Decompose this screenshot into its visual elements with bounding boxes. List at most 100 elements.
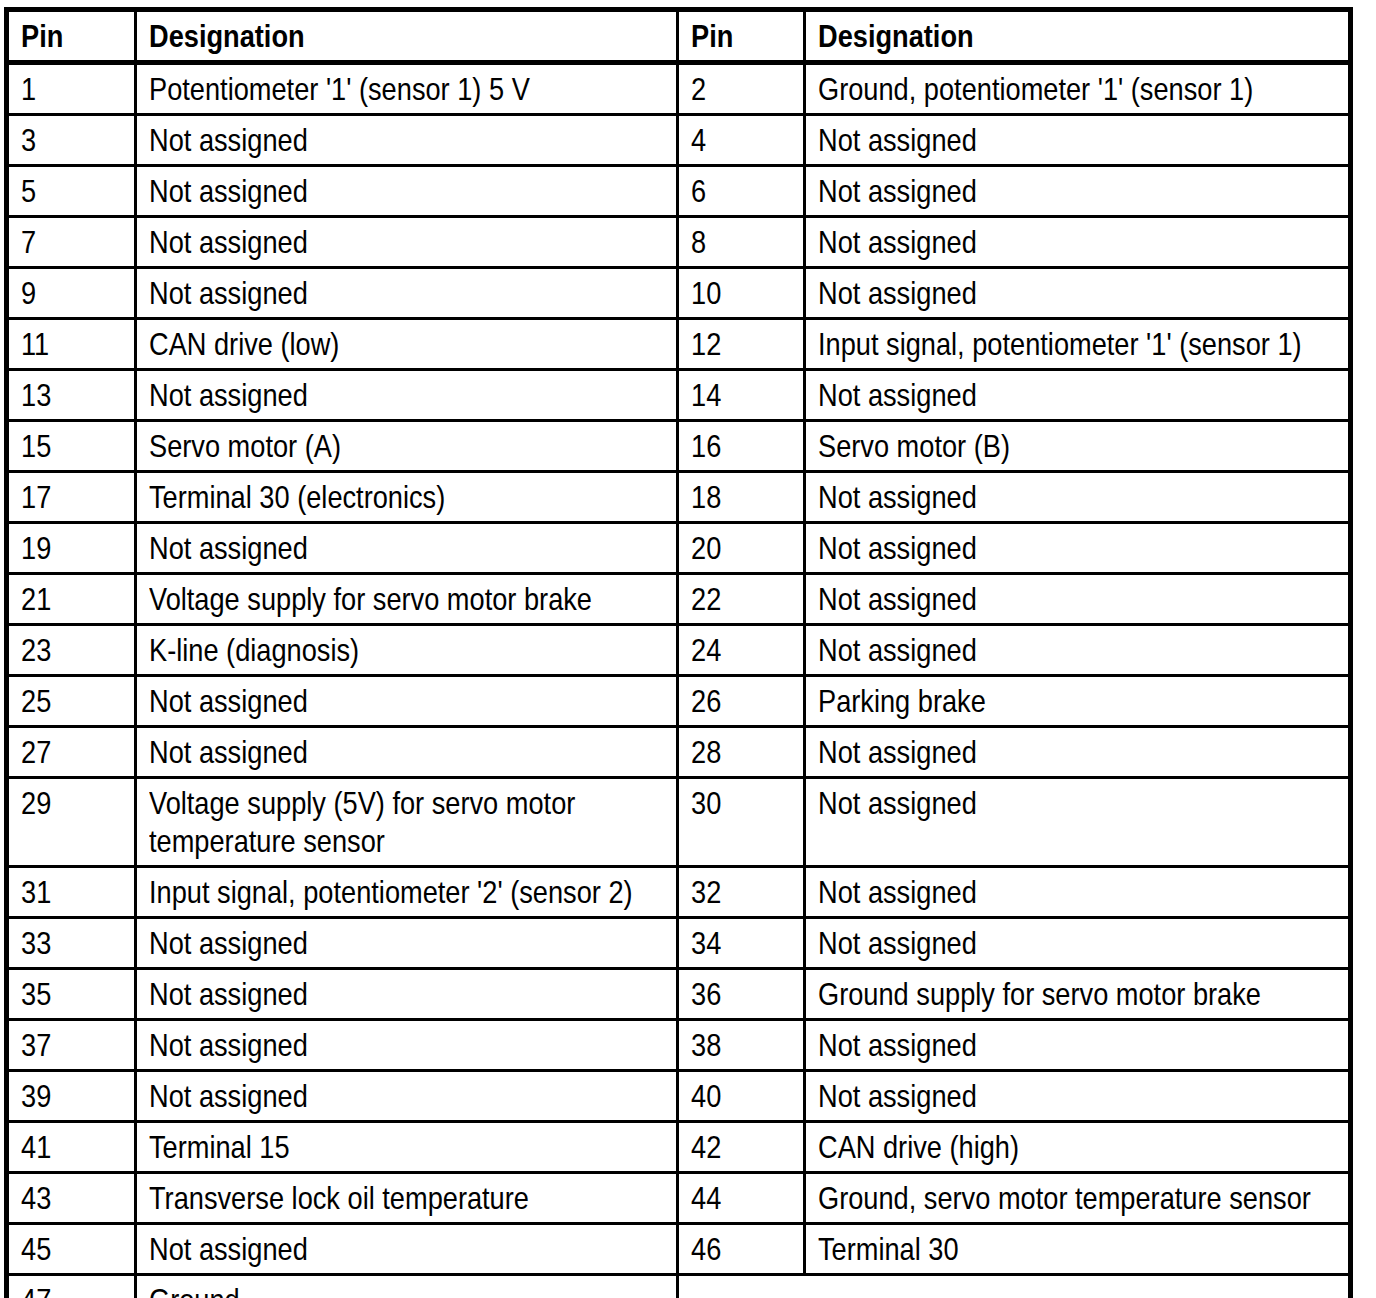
pin-cell: 24 <box>678 625 805 676</box>
cell-text: Terminal 15 <box>149 1128 664 1166</box>
table-row: 47Ground <box>7 1275 1351 1298</box>
cell-text: 7 <box>21 223 122 261</box>
header-label: Designation <box>149 17 664 55</box>
cell-text: Voltage supply for servo motor brake <box>149 580 664 618</box>
empty-merged-cell <box>678 1275 1351 1298</box>
pin-cell: 34 <box>678 918 805 969</box>
cell-text: 29 <box>21 784 122 822</box>
designation-cell: Servo motor (B) <box>805 421 1351 472</box>
cell-text: 20 <box>691 529 791 567</box>
cell-text: 45 <box>21 1230 122 1268</box>
cell-text: Not assigned <box>818 1026 1336 1064</box>
table-row: 33Not assigned34Not assigned <box>7 918 1351 969</box>
designation-cell: Terminal 15 <box>136 1122 678 1173</box>
designation-cell: Not assigned <box>136 268 678 319</box>
designation-cell: Not assigned <box>136 1224 678 1275</box>
cell-text: Not assigned <box>818 873 1336 911</box>
cell-text: 17 <box>21 478 122 516</box>
designation-cell: Transverse lock oil temperature <box>136 1173 678 1224</box>
table-row: 19Not assigned20Not assigned <box>7 523 1351 574</box>
cell-text: K-line (diagnosis) <box>149 631 664 669</box>
designation-cell: Not assigned <box>136 523 678 574</box>
cell-text: 21 <box>21 580 122 618</box>
cell-text: Not assigned <box>149 682 664 720</box>
cell-text: Input signal, potentiometer '1' (sensor … <box>818 325 1336 363</box>
designation-cell: Voltage supply (5V) for servo motor temp… <box>136 778 678 867</box>
cell-text: Not assigned <box>149 172 664 210</box>
cell-text: 1 <box>21 70 122 108</box>
cell-text: 31 <box>21 873 122 911</box>
designation-cell: Input signal, potentiometer '2' (sensor … <box>136 867 678 918</box>
cell-text: Not assigned <box>149 1230 664 1268</box>
cell-text: 44 <box>691 1179 791 1217</box>
pin-cell: 41 <box>7 1122 136 1173</box>
pin-cell: 12 <box>678 319 805 370</box>
pin-cell: 36 <box>678 969 805 1020</box>
designation-cell: Potentiometer '1' (sensor 1) 5 V <box>136 63 678 115</box>
pin-cell: 39 <box>7 1071 136 1122</box>
pin-cell: 29 <box>7 778 136 867</box>
table-row: 25Not assigned26Parking brake <box>7 676 1351 727</box>
cell-text: 30 <box>691 784 791 822</box>
designation-cell: Terminal 30 (electronics) <box>136 472 678 523</box>
designation-cell: Servo motor (A) <box>136 421 678 472</box>
header-label: Pin <box>21 17 122 55</box>
designation-cell: Not assigned <box>805 115 1351 166</box>
cell-text: Not assigned <box>818 580 1336 618</box>
cell-text: CAN drive (high) <box>818 1128 1336 1166</box>
pin-cell: 11 <box>7 319 136 370</box>
cell-text: Not assigned <box>818 376 1336 414</box>
table-row: 27Not assigned28Not assigned <box>7 727 1351 778</box>
cell-text: 22 <box>691 580 791 618</box>
column-header-pin-right: Pin <box>678 10 805 63</box>
cell-text: 8 <box>691 223 791 261</box>
table-row: 1 Potentiometer '1' (sensor 1) 5 V2 Ground… <box>7 63 1351 115</box>
cell-text: 9 <box>21 274 122 312</box>
designation-cell: Ground <box>136 1275 678 1298</box>
designation-cell: Not assigned <box>805 472 1351 523</box>
designation-cell: Not assigned <box>805 574 1351 625</box>
pin-cell: 30 <box>678 778 805 867</box>
designation-cell: Not assigned <box>136 1020 678 1071</box>
table-row: 17Terminal 30 (electronics)18Not assigne… <box>7 472 1351 523</box>
designation-cell: Not assigned <box>805 370 1351 421</box>
pin-cell: 16 <box>678 421 805 472</box>
pin-cell: 14 <box>678 370 805 421</box>
table-row: 43Transverse lock oil temperature 44 Groun… <box>7 1173 1351 1224</box>
cell-text: Servo motor (A) <box>149 427 664 465</box>
cell-text: Ground <box>149 1281 664 1298</box>
cell-text: 36 <box>691 975 791 1013</box>
pin-cell: 4 <box>678 115 805 166</box>
cell-text: 15 <box>21 427 122 465</box>
cell-text: Not assigned <box>818 478 1336 516</box>
cell-text: 14 <box>691 376 791 414</box>
cell-text: Not assigned <box>818 223 1336 261</box>
cell-text: Ground, servo motor temperature sensor <box>818 1179 1336 1217</box>
designation-cell: CAN drive (low) <box>136 319 678 370</box>
cell-text: Parking brake <box>818 682 1336 720</box>
designation-cell: Not assigned <box>805 625 1351 676</box>
cell-text: Not assigned <box>149 274 664 312</box>
designation-cell: Ground supply for servo motor brake <box>805 969 1351 1020</box>
cell-text: 12 <box>691 325 791 363</box>
table-body: 1 Potentiometer '1' (sensor 1) 5 V2 Ground… <box>7 63 1351 1298</box>
cell-text: Voltage supply (5V) for servo motor temp… <box>149 784 664 860</box>
pin-cell: 46 <box>678 1224 805 1275</box>
column-header-designation-left: Designation <box>136 10 678 63</box>
pin-cell: 21 <box>7 574 136 625</box>
table-row: 39Not assigned40Not assigned <box>7 1071 1351 1122</box>
pin-cell: 43 <box>7 1173 136 1224</box>
pin-cell: 2 <box>678 63 805 115</box>
pin-cell: 6 <box>678 166 805 217</box>
pin-cell: 20 <box>678 523 805 574</box>
cell-text: 40 <box>691 1077 791 1115</box>
pin-cell: 42 <box>678 1122 805 1173</box>
cell-text: Not assigned <box>149 1026 664 1064</box>
cell-text: Ground, potentiometer '1' (sensor 1) <box>818 70 1336 108</box>
designation-cell: Not assigned <box>136 918 678 969</box>
designation-cell: Not assigned <box>805 1020 1351 1071</box>
designation-cell: Not assigned <box>805 778 1351 867</box>
designation-cell: Parking brake <box>805 676 1351 727</box>
pin-cell: 22 <box>678 574 805 625</box>
pin-cell: 37 <box>7 1020 136 1071</box>
